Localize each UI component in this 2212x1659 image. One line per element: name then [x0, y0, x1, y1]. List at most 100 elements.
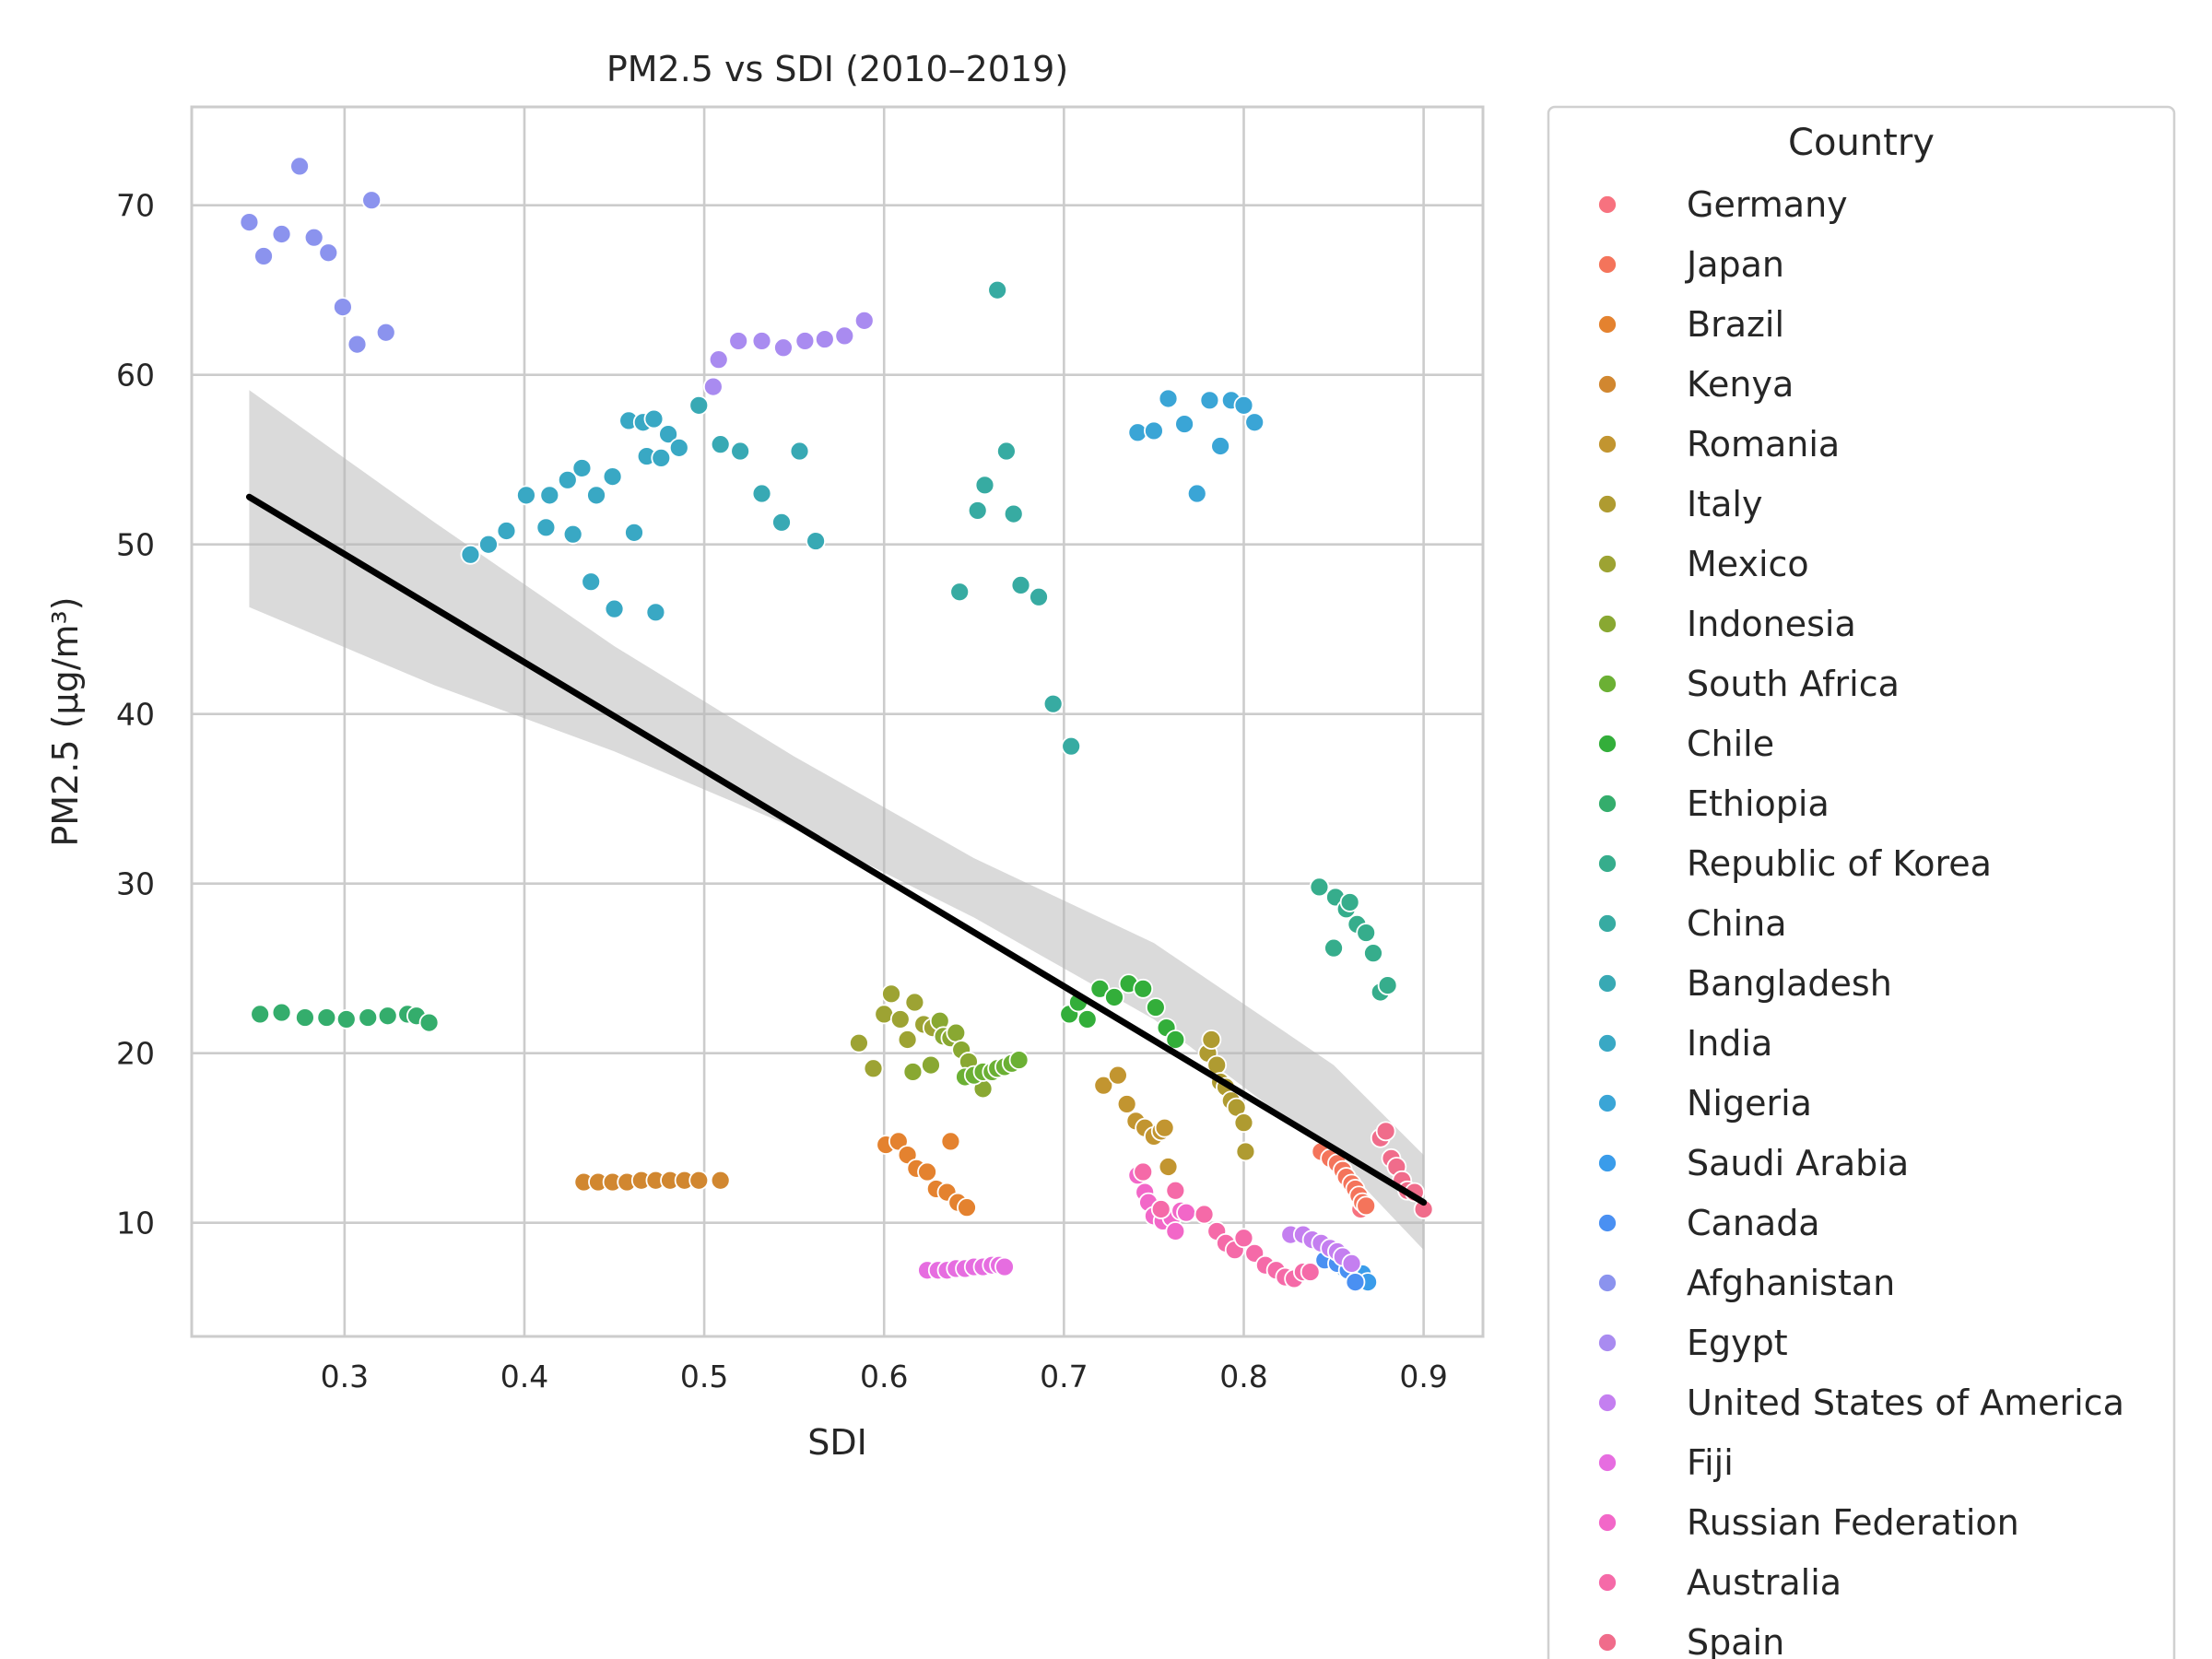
point-india: [602, 466, 623, 488]
point-chile: [1145, 997, 1166, 1018]
point-india: [571, 458, 593, 478]
point-india: [651, 447, 672, 468]
point-italy: [1233, 1112, 1254, 1134]
point-india: [516, 485, 536, 506]
point-republic-of-korea: [1324, 937, 1344, 959]
point-afghanistan: [271, 224, 292, 244]
legend-label: Spain: [1687, 1622, 1784, 1659]
point-indonesia: [946, 1022, 967, 1043]
point-spain: [1375, 1121, 1396, 1142]
x-tick-label: 0.9: [1399, 1359, 1447, 1394]
point-egypt: [702, 376, 724, 397]
point-russian-federation: [1176, 1202, 1196, 1223]
point-republic-of-korea: [1309, 877, 1330, 898]
point-afghanistan: [375, 322, 396, 343]
point-nigeria: [1174, 414, 1194, 434]
point-canada: [1345, 1272, 1366, 1293]
legend-item-chile: Chile: [1597, 724, 1774, 764]
point-ethiopia: [335, 1009, 357, 1030]
legend-marker: [1597, 1093, 1618, 1113]
legend-marker: [1597, 614, 1618, 634]
legend-items: Germany Japan Brazil Kenya Romania Italy Mexic…: [1597, 184, 2124, 1659]
point-china: [1029, 586, 1049, 607]
point-australia: [1233, 1228, 1254, 1249]
point-nigeria: [1233, 394, 1254, 416]
legend-marker: [1597, 1153, 1618, 1173]
regression-line-layer: [245, 493, 1428, 1206]
legend-item-germany: Germany: [1597, 184, 1848, 225]
y-tick-label: 70: [116, 188, 155, 224]
y-axis-label: PM2.5 (µg/m³): [45, 596, 86, 846]
legend-label: Italy: [1687, 484, 1762, 524]
point-afghanistan: [347, 334, 368, 355]
legend-label: Nigeria: [1687, 1083, 1812, 1124]
point-nigeria: [1144, 420, 1164, 441]
legend-item-russian-federation: Russian Federation: [1597, 1502, 2019, 1543]
point-egypt: [708, 349, 729, 371]
legend-label: Romania: [1687, 424, 1840, 465]
point-romania: [1107, 1065, 1128, 1086]
point-egypt: [751, 331, 772, 351]
point-india: [658, 424, 678, 445]
point-republic-of-korea: [1377, 975, 1398, 996]
point-bangladesh: [771, 512, 792, 533]
legend-label: Indonesia: [1687, 604, 1856, 644]
point-afghanistan: [333, 297, 353, 318]
legend-item-south-africa: South Africa: [1597, 664, 1900, 704]
point-india: [460, 544, 481, 565]
legend-marker: [1597, 314, 1618, 335]
point-china: [987, 279, 1008, 300]
point-afghanistan: [303, 227, 324, 248]
point-mexico: [849, 1032, 869, 1053]
legend-label: Mexico: [1687, 544, 1809, 584]
point-russian-federation: [1165, 1221, 1186, 1241]
point-nigeria: [1186, 483, 1207, 504]
legend-item-mexico: Mexico: [1597, 544, 1809, 584]
legend-marker: [1597, 554, 1618, 574]
grid-lines: [192, 107, 1483, 1336]
legend-marker: [1597, 254, 1618, 275]
point-china: [967, 500, 988, 521]
point-china: [1010, 574, 1031, 595]
legend-label: Japan: [1685, 244, 1784, 285]
point-bangladesh: [789, 441, 810, 462]
confidence-band-layer: [249, 390, 1424, 1251]
point-afghanistan: [289, 156, 310, 177]
point-afghanistan: [318, 242, 339, 264]
point-india: [643, 408, 665, 429]
legend-marker: [1597, 674, 1618, 694]
legend-item-fiji: Fiji: [1597, 1442, 1734, 1483]
point-india: [624, 522, 644, 543]
point-india: [539, 485, 560, 506]
point-afghanistan: [253, 246, 274, 266]
legend-marker: [1597, 374, 1618, 394]
point-india: [604, 598, 625, 619]
point-australia: [1194, 1204, 1215, 1225]
point-ethiopia: [418, 1012, 440, 1033]
legend-item-italy: Italy: [1597, 484, 1762, 524]
legend-title: Country: [1788, 122, 1935, 164]
point-china: [974, 475, 995, 496]
point-china: [1003, 503, 1024, 524]
y-tick-labels: 10 20 30 40 50 60 70: [116, 188, 155, 1241]
point-egypt: [834, 325, 855, 347]
point-mexico: [863, 1058, 884, 1079]
point-ethiopia: [250, 1004, 271, 1025]
point-ethiopia: [271, 1002, 292, 1023]
y-tick-label: 10: [116, 1206, 155, 1241]
confidence-band: [249, 390, 1424, 1251]
legend-item-canada: Canada: [1597, 1203, 1820, 1243]
point-united-states-of-america: [1341, 1253, 1362, 1274]
x-tick-label: 0.8: [1219, 1359, 1267, 1394]
legend: Country Germany Japan Brazil Kenya Romania It…: [1547, 105, 2176, 1659]
legend-label: Brazil: [1687, 304, 1784, 345]
legend-item-romania: Romania: [1597, 424, 1840, 465]
point-nigeria: [1244, 412, 1265, 433]
point-india: [586, 485, 606, 506]
legend-item-united-states-of-america: United States of America: [1597, 1382, 2124, 1423]
point-china: [1042, 693, 1064, 714]
legend-label: Russian Federation: [1687, 1502, 2019, 1543]
point-australia: [1300, 1262, 1321, 1282]
x-tick-label: 0.3: [321, 1359, 369, 1394]
